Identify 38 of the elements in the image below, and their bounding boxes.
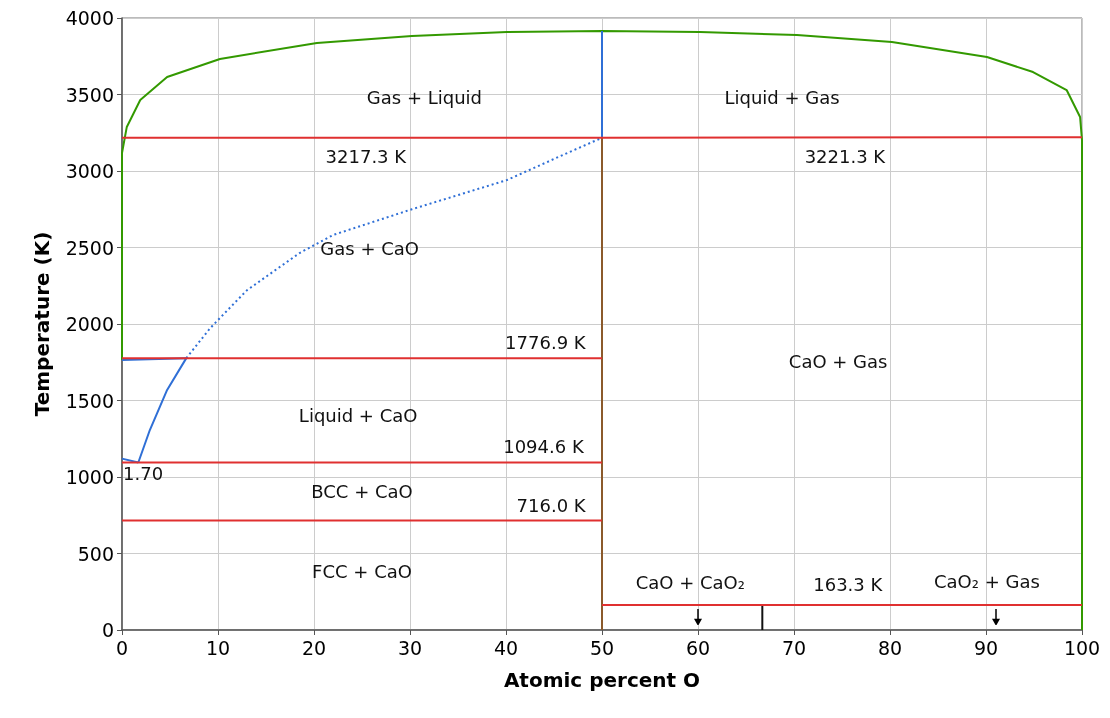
x-tick-label: 40 [493,636,519,659]
x-tick-label: 10 [205,636,231,659]
x-tick-label: 70 [781,636,807,659]
annotation: 163.3 K [813,573,884,595]
x-tick-label: 80 [877,636,903,659]
x-tick-label: 100 [1063,636,1101,659]
y-tick-label: 500 [77,542,114,565]
x-tick-label: 0 [115,636,129,659]
annotation: Liquid + Gas [724,87,840,109]
annotation: 3217.3 K [325,146,408,168]
y-tick-label: 3000 [65,160,114,182]
y-tick-label: 2500 [65,236,114,259]
annotation: 1776.9 K [505,331,587,353]
y-tick-label: 1000 [65,466,114,488]
annotation: 3221.3 K [804,146,887,168]
x-tick-label: 50 [589,636,615,659]
y-tick-label: 0 [101,619,114,641]
annotation: CaO + CaO₂ [635,572,745,594]
annotation: FCC + CaO [312,561,412,583]
y-tick-label: 1500 [65,389,114,412]
y-tick-label: 2000 [65,313,114,335]
y-tick-label: 3500 [65,83,114,106]
x-tick-label: 20 [301,636,327,659]
x-tick-label: 30 [397,636,423,659]
annotation: 1094.6 K [503,435,585,457]
annotation: 1.70 [123,463,164,485]
x-tick-label: 90 [973,636,999,659]
y-tick-label: 4000 [65,7,114,29]
annotation: Gas + Liquid [366,87,482,109]
annotation: CaO + Gas [788,351,888,373]
y-axis-title: Temperature (K) [30,231,54,417]
annotation: BCC + CaO [311,481,413,503]
x-axis-title: Atomic percent O [503,668,701,692]
annotation: Gas + CaO [320,237,420,259]
annotation: 716.0 K [516,494,587,516]
annotation: Liquid + CaO [298,405,418,427]
x-tick-label: 60 [685,636,711,659]
annotation: CaO₂ + Gas [934,571,1040,593]
